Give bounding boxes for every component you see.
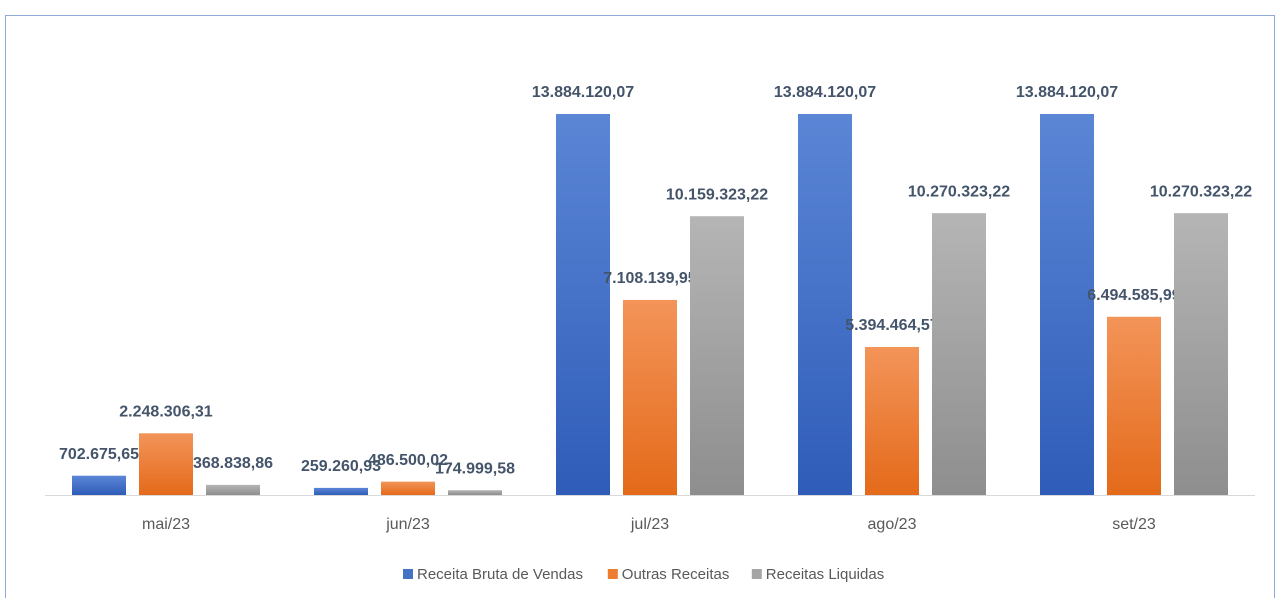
x-tick-label: ago/23 [868, 516, 917, 533]
legend-swatch [403, 569, 413, 579]
data-label: 10.159.323,22 [666, 186, 768, 203]
bar [381, 481, 435, 495]
bar [72, 475, 126, 495]
data-label: 10.270.323,22 [1150, 183, 1252, 200]
bar [448, 490, 502, 495]
data-label: 13.884.120,07 [774, 84, 876, 101]
data-label: 6.494.585,99 [1087, 287, 1181, 304]
bar [1107, 316, 1161, 495]
data-label: 259.260,93 [301, 458, 381, 475]
data-label: 13.884.120,07 [532, 84, 634, 101]
bar [556, 114, 610, 495]
data-label: 368.838,86 [193, 455, 273, 472]
data-label: 702.675,65 [59, 446, 139, 463]
bar [1174, 213, 1228, 495]
legend-label: Receitas Liquidas [766, 566, 884, 583]
x-tick-label: set/23 [1112, 516, 1156, 533]
x-tick-label: jun/23 [385, 516, 430, 533]
data-label: 2.248.306,31 [119, 404, 213, 421]
bar [865, 346, 919, 495]
bar [314, 487, 368, 495]
bar [139, 433, 193, 495]
data-label: 486.500,02 [368, 452, 448, 469]
x-tick-label: jul/23 [630, 516, 669, 533]
legend-label: Receita Bruta de Vendas [417, 566, 583, 583]
x-tick-label: mai/23 [142, 516, 190, 533]
legend-swatch [751, 569, 762, 579]
bar [690, 216, 744, 495]
bar [932, 213, 986, 495]
data-label: 7.108.139,95 [603, 270, 697, 287]
data-label: 5.394.464,57 [845, 317, 939, 334]
bar [206, 484, 260, 495]
bar [798, 114, 852, 495]
legend-label: Outras Receitas [622, 566, 730, 583]
data-label: 13.884.120,07 [1016, 84, 1118, 101]
data-label: 10.270.323,22 [908, 183, 1010, 200]
bar [1040, 114, 1094, 495]
data-label: 174.999,58 [435, 460, 515, 477]
bar [623, 299, 677, 495]
legend-swatch [607, 569, 618, 579]
